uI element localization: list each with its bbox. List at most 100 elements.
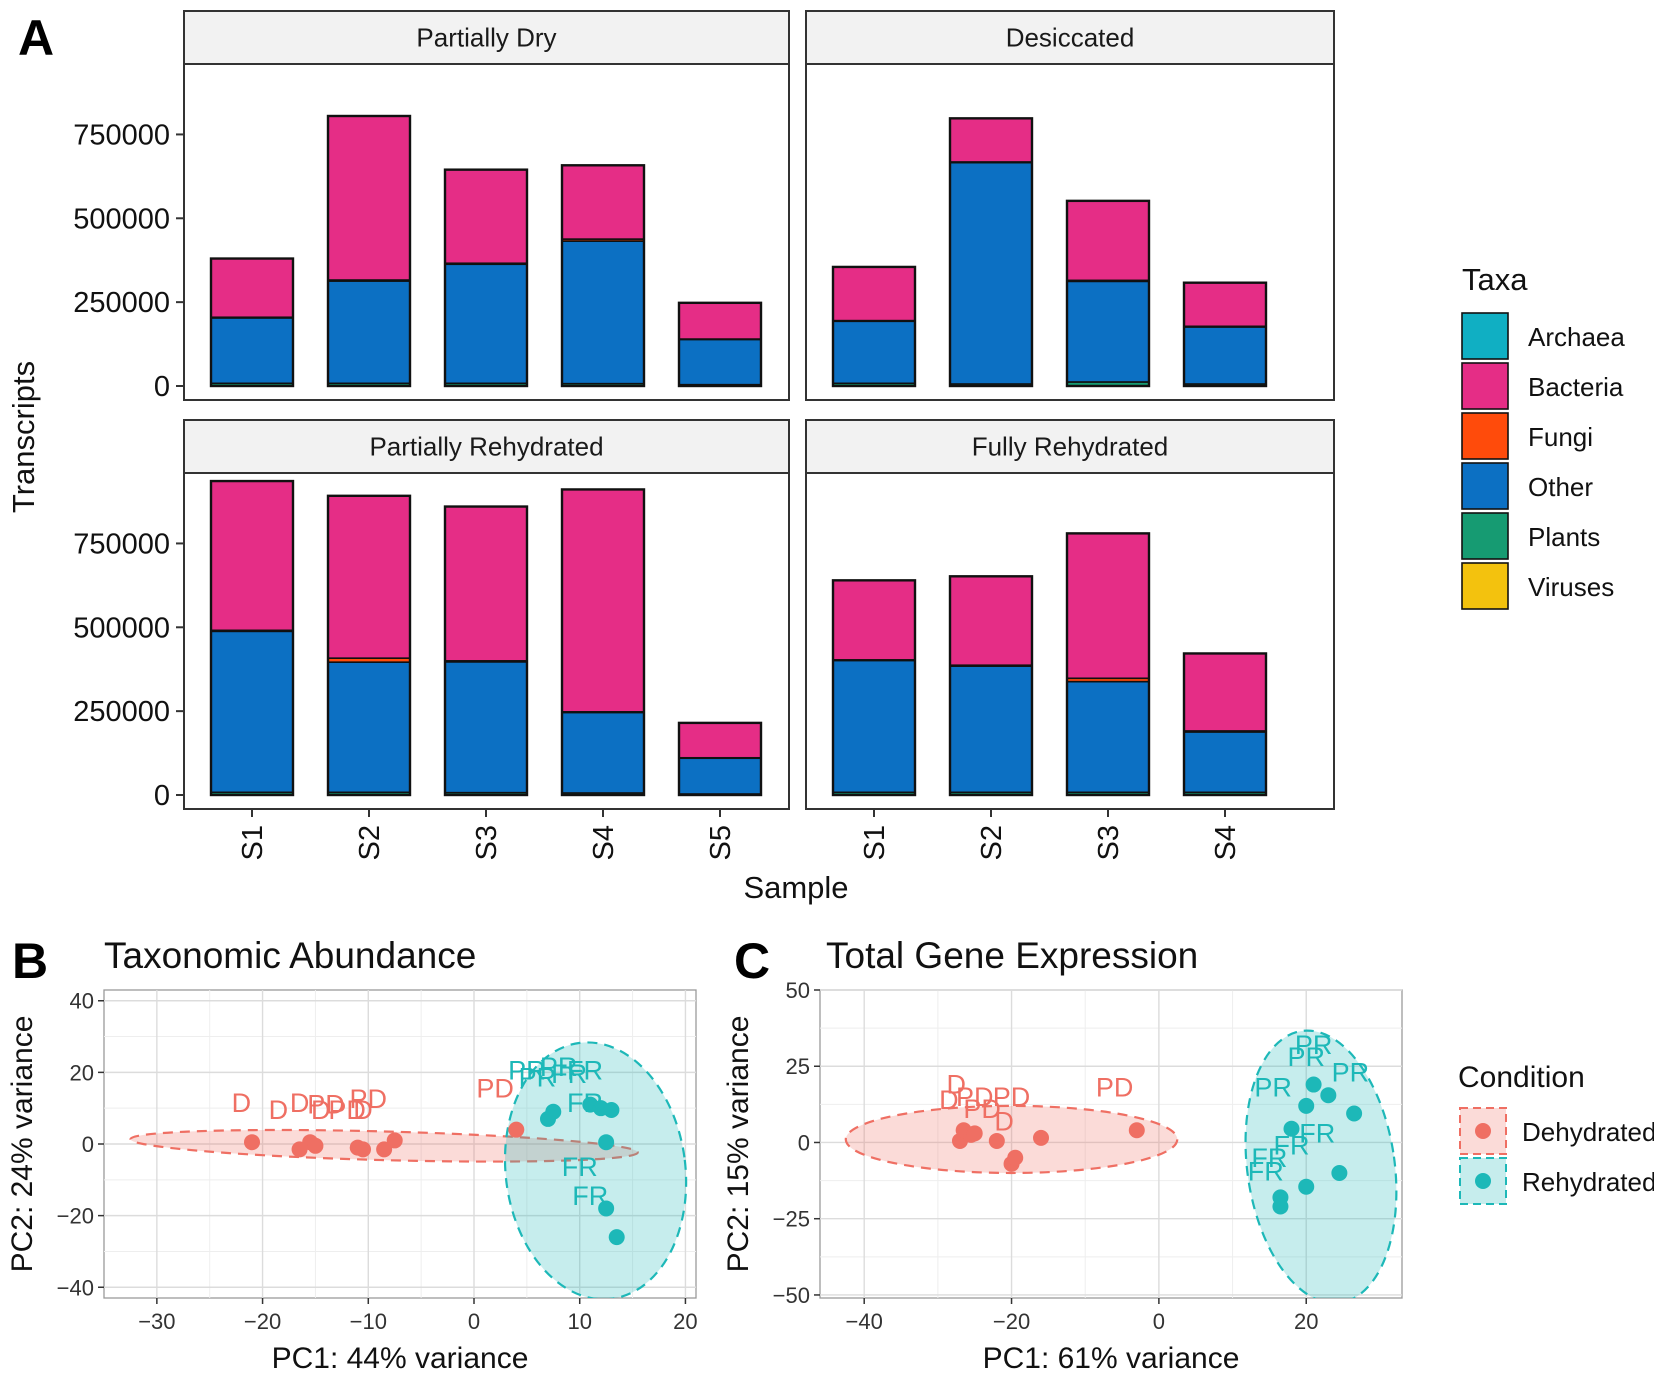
y-tick-label: 250000 <box>73 287 170 319</box>
point-rehydrated <box>1272 1198 1289 1215</box>
y-tick-label: 0 <box>798 1130 810 1155</box>
legend-condition: Condition Dehydrated Rehydrated <box>1458 1061 1654 1205</box>
bar-bacteria-s5 <box>678 722 762 759</box>
x-tick-label: −20 <box>993 1309 1030 1334</box>
point-label: FR <box>567 1056 603 1086</box>
point-label: PR <box>1295 1030 1333 1060</box>
x-tick-label: −20 <box>244 1309 281 1334</box>
bar-bacteria-s2 <box>327 115 411 281</box>
bar-other-s3 <box>1066 280 1150 383</box>
point-label: FR <box>1299 1118 1335 1148</box>
y-tick-label: 20 <box>70 1060 94 1085</box>
legend-label-bacteria: Bacteria <box>1528 372 1624 402</box>
point-label: PR <box>540 1052 578 1082</box>
facet-partially-dry: Partially Dry 0 250000 500000 750000 <box>73 10 790 403</box>
y-tick-label: −25 <box>773 1207 810 1232</box>
panel-c: C Total Gene Expression −40 −20 0 20 −50 −25 0 25… <box>722 933 1654 1374</box>
point-label: PD <box>476 1073 514 1103</box>
facet-fully-rehydrated: Fully Rehydrated S1 S2 S3 S4 <box>805 419 1335 860</box>
bar-bacteria-s3 <box>444 168 528 265</box>
y-tick-label: 25 <box>786 1054 810 1079</box>
legend-title: Taxa <box>1462 262 1528 297</box>
bar-bacteria-s1 <box>832 266 916 322</box>
bar-other-s3 <box>1066 680 1150 794</box>
x-tick-label: S1 <box>237 825 269 860</box>
panel-label-b: B <box>12 933 48 989</box>
x-tick-label: 0 <box>468 1309 480 1334</box>
legend-label-rehydrated: Rehydrated <box>1522 1167 1654 1197</box>
point-label: FR <box>572 1181 608 1211</box>
y-tick-label: 250000 <box>73 696 170 728</box>
point-label: PD <box>350 1084 388 1114</box>
bar-bacteria-s5 <box>678 302 762 340</box>
bar-outline-s5 <box>677 301 763 388</box>
bar-outline-s3 <box>1065 532 1151 797</box>
bar-outline-s2 <box>326 114 412 388</box>
point-label: FR <box>1273 1131 1309 1161</box>
point-rehydrated <box>1283 1120 1300 1137</box>
y-tick-label: 0 <box>82 1132 94 1157</box>
facet-title: Fully Rehydrated <box>972 432 1169 462</box>
point-rehydrated <box>598 1134 615 1151</box>
point-label: PR <box>1254 1073 1292 1103</box>
bar-other-s5 <box>678 757 762 795</box>
legend-swatch-archaea <box>1461 312 1509 360</box>
point-label: D <box>311 1095 331 1125</box>
point-label: PD <box>307 1090 345 1120</box>
x-tick-label: S5 <box>705 825 737 860</box>
y-tick-label: 0 <box>154 780 170 812</box>
point-label: FR <box>567 1088 603 1118</box>
x-axis-title: Sample <box>743 870 848 905</box>
facet-title: Partially Rehydrated <box>369 432 603 462</box>
bar-other-s2 <box>327 280 411 385</box>
point-label: PD <box>328 1095 366 1125</box>
bar-other-s2 <box>327 661 411 794</box>
facet-strip <box>183 419 790 474</box>
panel-label-a: A <box>18 10 54 66</box>
point-label: FR <box>551 1059 587 1089</box>
panel-b: B Taxonomic Abundance −30 −20 −10 0 10 20 −40 −20… <box>6 933 698 1374</box>
point-label: D <box>994 1106 1014 1136</box>
bar-bacteria-s2 <box>949 575 1033 666</box>
bar-outline-s1 <box>831 579 917 797</box>
x-tick-label: 20 <box>1294 1309 1318 1334</box>
point-rehydrated <box>1298 1178 1315 1195</box>
legend-label-other: Other <box>1528 472 1593 502</box>
point-dehydrated <box>988 1132 1005 1149</box>
bar-other-s4 <box>561 240 645 385</box>
facet-desiccated: Desiccated <box>805 10 1335 401</box>
bar-other-s1 <box>210 630 294 794</box>
x-tick-label: 0 <box>1153 1309 1165 1334</box>
y-tick-label: 500000 <box>73 612 170 644</box>
bar-other-s1 <box>210 317 294 385</box>
x-tick-label: S2 <box>354 825 386 860</box>
bar-outline-s3 <box>443 505 529 797</box>
bar-bacteria-s4 <box>1183 281 1267 328</box>
point-rehydrated <box>608 1229 625 1246</box>
bar-other-s1 <box>832 320 916 385</box>
bar-other-s4 <box>1183 326 1267 385</box>
x-tick-label: −40 <box>846 1309 883 1334</box>
bar-outline-s1 <box>209 257 295 388</box>
x-tick-label: 10 <box>567 1309 591 1334</box>
legend-label-viruses: Viruses <box>1528 572 1614 602</box>
bar-bacteria-s2 <box>327 495 411 659</box>
y-axis-title: PC2: 15% variance <box>722 1016 755 1273</box>
bar-outline-s3 <box>1065 199 1151 388</box>
point-label: PD <box>993 1082 1031 1112</box>
x-tick-label: 20 <box>673 1309 697 1334</box>
bar-outline-s4 <box>560 164 646 388</box>
point-dehydrated <box>355 1141 371 1158</box>
point-label: PR <box>508 1056 546 1086</box>
bar-other-s4 <box>1183 731 1267 794</box>
legend-dot-rehydrated <box>1475 1173 1491 1189</box>
point-dehydrated <box>244 1134 260 1151</box>
x-axis-title: PC1: 61% variance <box>983 1342 1240 1374</box>
point-label: PR <box>1287 1042 1325 1072</box>
y-axis-title: Transcripts <box>6 361 41 513</box>
point-label: D <box>947 1070 967 1100</box>
legend-swatch-bacteria <box>1461 362 1509 410</box>
bar-bacteria-s4 <box>561 164 645 240</box>
point-rehydrated <box>603 1101 620 1118</box>
